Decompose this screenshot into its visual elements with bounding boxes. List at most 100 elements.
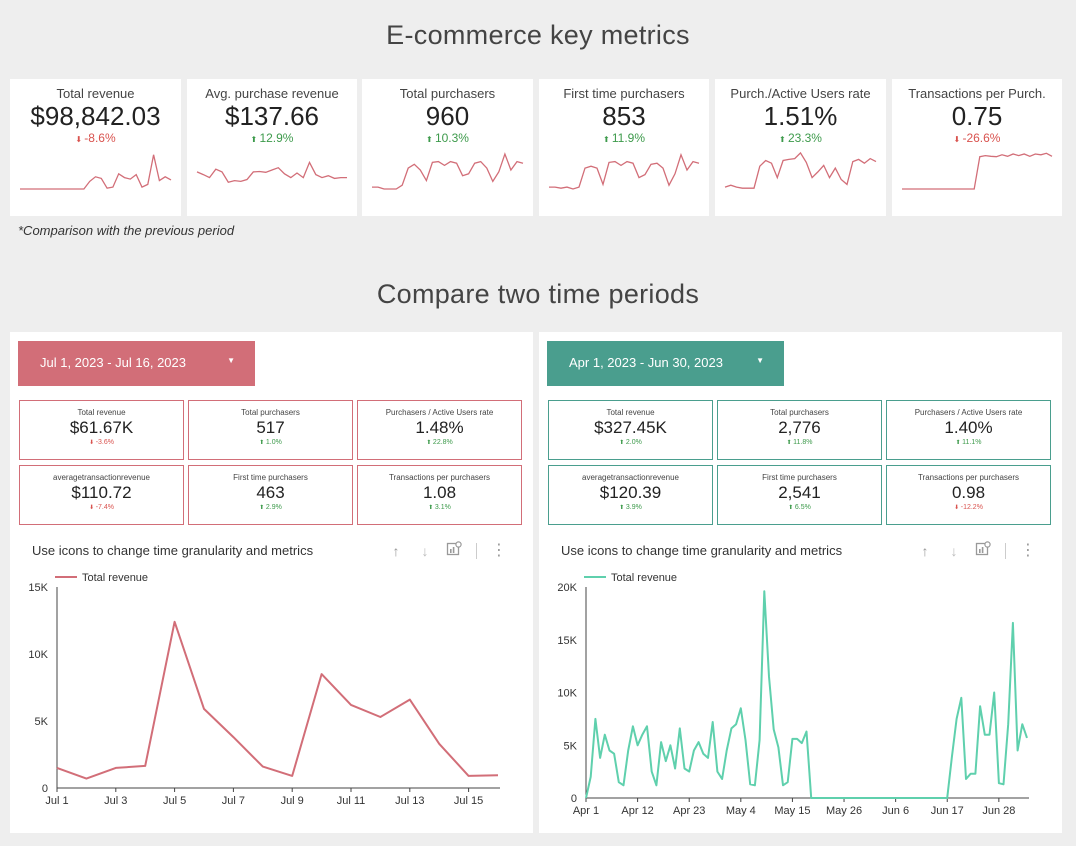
metric-change: ⬆ 3.1% [358, 503, 521, 513]
chart-settings-icon[interactable] [444, 541, 464, 561]
series-line-total-revenue [56, 620, 499, 780]
metric-card: First time purchasers 2,541 ⬆ 6.5% [717, 465, 882, 525]
metric-label: averagetransactionrevenue [582, 473, 679, 482]
kpi-label: Transactions per Purch. [908, 86, 1046, 101]
metric-card: Total purchasers 2,776 ⬆ 11.8% [717, 400, 882, 460]
arrow-up-icon: ⬆ [426, 135, 435, 144]
metric-card: First time purchasers 463 ⬆ 2.9% [188, 465, 353, 525]
sparkline-series [196, 160, 347, 183]
metric-value: 1.48% [415, 418, 464, 437]
chart-title: Use icons to change time granularity and… [32, 543, 314, 558]
sparkline-series [372, 152, 524, 190]
kpi-label: First time purchasers [563, 86, 685, 101]
period-panel-2: Apr 1, 2023 - Jun 30, 2023 ▼ Total revenue… [539, 332, 1062, 833]
arrow-up-icon: ⬆ [259, 440, 266, 446]
metric-change: ⬆ 1.0% [189, 438, 352, 448]
kpi-card: Total revenue $98,842.03 ⬇ -8.6% [10, 79, 181, 216]
y-tick-label: 5K [35, 716, 49, 728]
x-tick-label: Apr 1 [573, 805, 599, 817]
kpi-change: ⬇ -26.6% [892, 131, 1062, 147]
y-tick-label: 20K [557, 582, 577, 594]
drill-up-icon[interactable]: ↑ [392, 543, 400, 559]
metric-card: Total purchasers 517 ⬆ 1.0% [188, 400, 353, 460]
y-tick-label: 10K [557, 688, 577, 700]
arrow-down-icon: ⬇ [953, 135, 963, 144]
chart-settings-icon[interactable] [973, 541, 993, 561]
kpi-change-value: 23.3% [787, 131, 822, 145]
x-tick-label: Jun 6 [882, 805, 909, 817]
arrow-up-icon: ⬆ [426, 440, 433, 446]
kpi-card: Transactions per Purch. 0.75 ⬇ -26.6% [892, 79, 1062, 216]
metric-change: ⬆ 3.9% [549, 503, 712, 513]
sparkline-series [902, 152, 1053, 190]
arrow-up-icon: ⬆ [786, 440, 794, 446]
kpi-label: Total revenue [56, 86, 135, 101]
date-range-picker[interactable]: Jul 1, 2023 - Jul 16, 2023 ▼ [18, 341, 255, 386]
metric-change-value: 11.1% [962, 439, 982, 446]
date-range-label: Jul 1, 2023 - Jul 16, 2023 [40, 355, 186, 370]
sparkline-series [549, 152, 700, 190]
x-tick-label: Jul 7 [222, 795, 245, 807]
date-range-picker[interactable]: Apr 1, 2023 - Jun 30, 2023 ▼ [547, 341, 784, 386]
chevron-down-icon: ▼ [227, 356, 235, 365]
metric-label: First time purchasers [233, 473, 308, 482]
arrow-up-icon: ⬆ [259, 505, 266, 511]
kpi-value: $137.66 [225, 101, 319, 131]
drill-up-icon[interactable]: ↑ [921, 543, 929, 559]
x-tick-label: May 26 [826, 805, 862, 817]
x-tick-label: Jul 9 [281, 795, 304, 807]
metric-change-value: 11.8% [793, 439, 813, 446]
metric-value: $327.45K [594, 418, 667, 437]
kpi-change-value: 10.3% [434, 131, 469, 145]
metric-label: Purchasers / Active Users rate [914, 408, 1023, 417]
arrow-up-icon: ⬆ [602, 135, 612, 144]
kpi-change: ⬆ 10.3% [362, 131, 533, 147]
metric-change: ⬇ -3.6% [20, 438, 183, 448]
metric-card: averagetransactionrevenue $120.39 ⬆ 3.9% [548, 465, 713, 525]
y-tick-label: 10K [28, 649, 48, 661]
kpi-value: 1.51% [763, 101, 838, 131]
more-options-icon[interactable]: ⋮ [1020, 542, 1036, 559]
kpi-label: Total purchasers [399, 86, 496, 101]
metric-card: Purchasers / Active Users rate 1.48% ⬆ 22.… [357, 400, 522, 460]
arrow-up-icon: ⬆ [779, 135, 788, 144]
comparison-note: *Comparison with the previous period [18, 223, 235, 238]
x-tick-label: Jun 28 [982, 805, 1015, 817]
metric-change: ⬆ 11.8% [718, 438, 881, 448]
series-line-total-revenue [585, 590, 1028, 799]
metric-change-value: 6.5% [794, 504, 811, 511]
metric-change: ⬇ -7.4% [20, 503, 183, 513]
more-options-icon[interactable]: ⋮ [491, 542, 507, 559]
kpi-card: First time purchasers 853 ⬆ 11.9% [539, 79, 709, 216]
metric-value: 0.98 [951, 483, 986, 502]
metric-label: Total revenue [77, 408, 126, 417]
metric-card: Purchasers / Active Users rate 1.40% ⬆ 11.… [886, 400, 1051, 460]
x-tick-label: May 15 [774, 805, 810, 817]
kpi-value: 853 [602, 101, 646, 131]
legend-label: Total revenue [82, 572, 148, 584]
x-tick-label: Apr 12 [621, 805, 653, 817]
metric-change: ⬆ 22.8% [358, 438, 521, 448]
metric-label: Purchasers / Active Users rate [385, 408, 494, 417]
period-panel-1: Jul 1, 2023 - Jul 16, 2023 ▼ Total revenue… [10, 332, 533, 833]
drill-down-icon[interactable]: ↓ [421, 543, 429, 559]
x-tick-label: May 4 [726, 805, 756, 817]
metric-change-value: 2.9% [265, 504, 282, 511]
chart-title: Use icons to change time granularity and… [561, 543, 843, 558]
y-tick-label: 15K [28, 582, 48, 594]
x-tick-label: Jul 13 [395, 795, 424, 807]
metric-change-value: 1.0% [265, 439, 282, 446]
sparkline-series [20, 154, 172, 190]
kpi-change: ⬆ 11.9% [539, 131, 709, 147]
metric-card: Total revenue $327.45K ⬆ 2.0% [548, 400, 713, 460]
y-tick-label: 5K [564, 740, 578, 752]
kpi-value: 960 [425, 101, 470, 131]
arrow-up-icon: ⬆ [955, 440, 963, 446]
metric-label: Total purchasers [241, 408, 300, 417]
drill-down-icon[interactable]: ↓ [950, 543, 958, 559]
x-tick-label: Jul 15 [454, 795, 483, 807]
x-tick-label: Apr 23 [673, 805, 705, 817]
metric-change: ⬆ 11.1% [887, 438, 1050, 448]
metric-card: Transactions per purchasers 0.98 ⬇ -12.2% [886, 465, 1051, 525]
kpi-label: Purch./Active Users rate [730, 86, 871, 101]
